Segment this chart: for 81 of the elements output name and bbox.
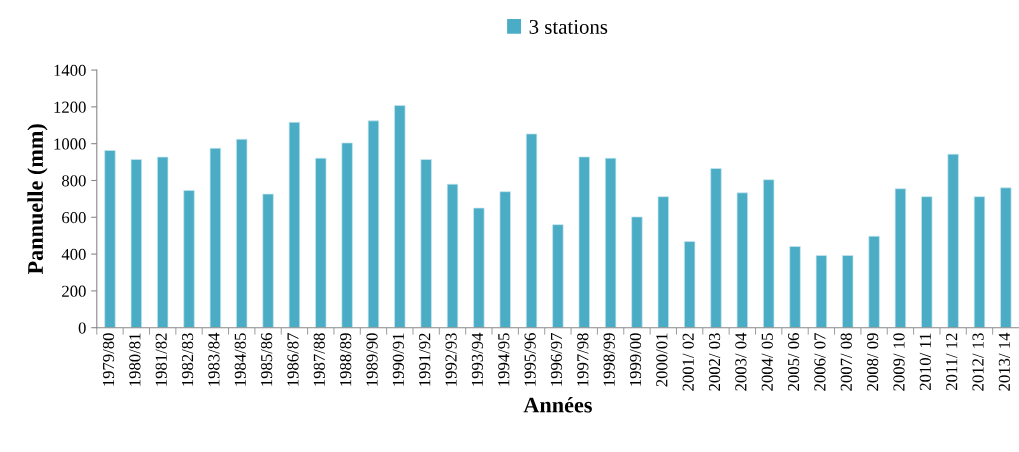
- bar: [262, 193, 274, 328]
- x-tick-label: 1981/82: [155, 333, 167, 386]
- bar: [657, 196, 669, 328]
- bar: [288, 121, 301, 328]
- x-axis-title: Années: [523, 396, 592, 413]
- bar: [947, 153, 959, 328]
- x-tick-label: 2000/01: [656, 333, 668, 387]
- x-tick-label: 1993/94: [471, 332, 484, 386]
- x-tick-label: 2013/ 14: [998, 332, 1010, 391]
- x-tick-label: 1992/93: [445, 333, 457, 386]
- x-tick-label: 1986/87: [287, 333, 299, 386]
- bar: [473, 207, 485, 328]
- bar: [183, 190, 195, 328]
- y-tick-label: 200: [62, 285, 86, 297]
- bar: [868, 235, 880, 328]
- x-tick-label: 1985/86: [260, 333, 273, 386]
- x-tick-label: 2001/ 02: [682, 333, 694, 391]
- x-tick-label: 2009/ 10: [893, 333, 905, 391]
- bar: [789, 246, 801, 328]
- x-tick-label: 1995/96: [524, 333, 536, 386]
- legend-label: 3 stations: [529, 19, 608, 34]
- x-tick-label: 2011/ 12: [946, 333, 958, 390]
- x-tick-label: 2010/ 11: [919, 333, 931, 390]
- y-tick-label: 800: [62, 175, 86, 187]
- x-tick-label: 1980/81: [129, 333, 141, 386]
- bar: [315, 157, 327, 328]
- y-tick-label: 1400: [54, 64, 86, 77]
- x-tick-label: 1998/99: [603, 333, 615, 386]
- x-tick-label: 2004/ 05: [761, 333, 773, 391]
- y-axis-title: Pannuelle (mm): [27, 124, 48, 275]
- bar: [815, 255, 828, 328]
- bar: [236, 138, 248, 328]
- x-tick-label: 2012/ 13: [972, 333, 984, 391]
- x-tick-label: 1999/00: [629, 333, 642, 386]
- bar: [394, 105, 406, 328]
- x-tick-label: 1987/88: [313, 333, 325, 386]
- y-tick-label: 1200: [54, 101, 86, 113]
- bar: [710, 168, 722, 328]
- bar: [736, 192, 748, 328]
- bar: [341, 142, 353, 328]
- x-tick-label: 2003/ 04: [735, 332, 747, 391]
- bar: [921, 196, 933, 328]
- x-tick-label: 1997/98: [577, 333, 589, 386]
- x-tick-label: 1988/89: [340, 333, 352, 386]
- bar: [104, 150, 116, 328]
- bar: [367, 120, 380, 328]
- bar: [763, 179, 775, 328]
- x-tick-label: 1982/83: [181, 333, 194, 386]
- bar: [1000, 187, 1012, 328]
- bar: [631, 216, 643, 328]
- x-tick-label: 2008/ 09: [867, 333, 879, 391]
- bar: [157, 156, 169, 328]
- bar: [894, 188, 907, 328]
- bar: [499, 191, 511, 328]
- x-tick-label: 1990/91: [392, 333, 404, 386]
- bar: [130, 159, 142, 328]
- y-tick-label: 600: [62, 211, 86, 224]
- bar: [552, 224, 564, 328]
- bar: [684, 241, 696, 328]
- bar: [842, 255, 854, 328]
- x-tick-label: 1984/85: [234, 333, 246, 386]
- bar: [525, 133, 538, 328]
- bar: [578, 156, 590, 328]
- x-tick-label: 2002/ 03: [708, 333, 721, 391]
- y-tick-label: 1000: [54, 138, 86, 150]
- x-tick-label: 2007/ 08: [840, 333, 852, 391]
- bar: [604, 157, 617, 328]
- bar: [446, 183, 459, 328]
- x-tick-label: 1994/95: [498, 333, 510, 386]
- x-tick-label: 1996/97: [550, 333, 563, 386]
- y-tick-label: 0: [78, 322, 86, 334]
- bar: [209, 147, 221, 328]
- x-tick-label: 1983/84: [208, 332, 220, 386]
- x-tick-label: 2006/ 07: [814, 333, 826, 391]
- x-tick-label: 1989/90: [366, 333, 378, 386]
- x-tick-label: 2005/ 06: [787, 333, 800, 391]
- y-tick-label: 400: [61, 248, 86, 261]
- bar: [420, 159, 432, 328]
- bar: [973, 196, 986, 328]
- x-tick-label: 1991/92: [419, 333, 431, 386]
- x-tick-label: 1979/80: [102, 333, 115, 386]
